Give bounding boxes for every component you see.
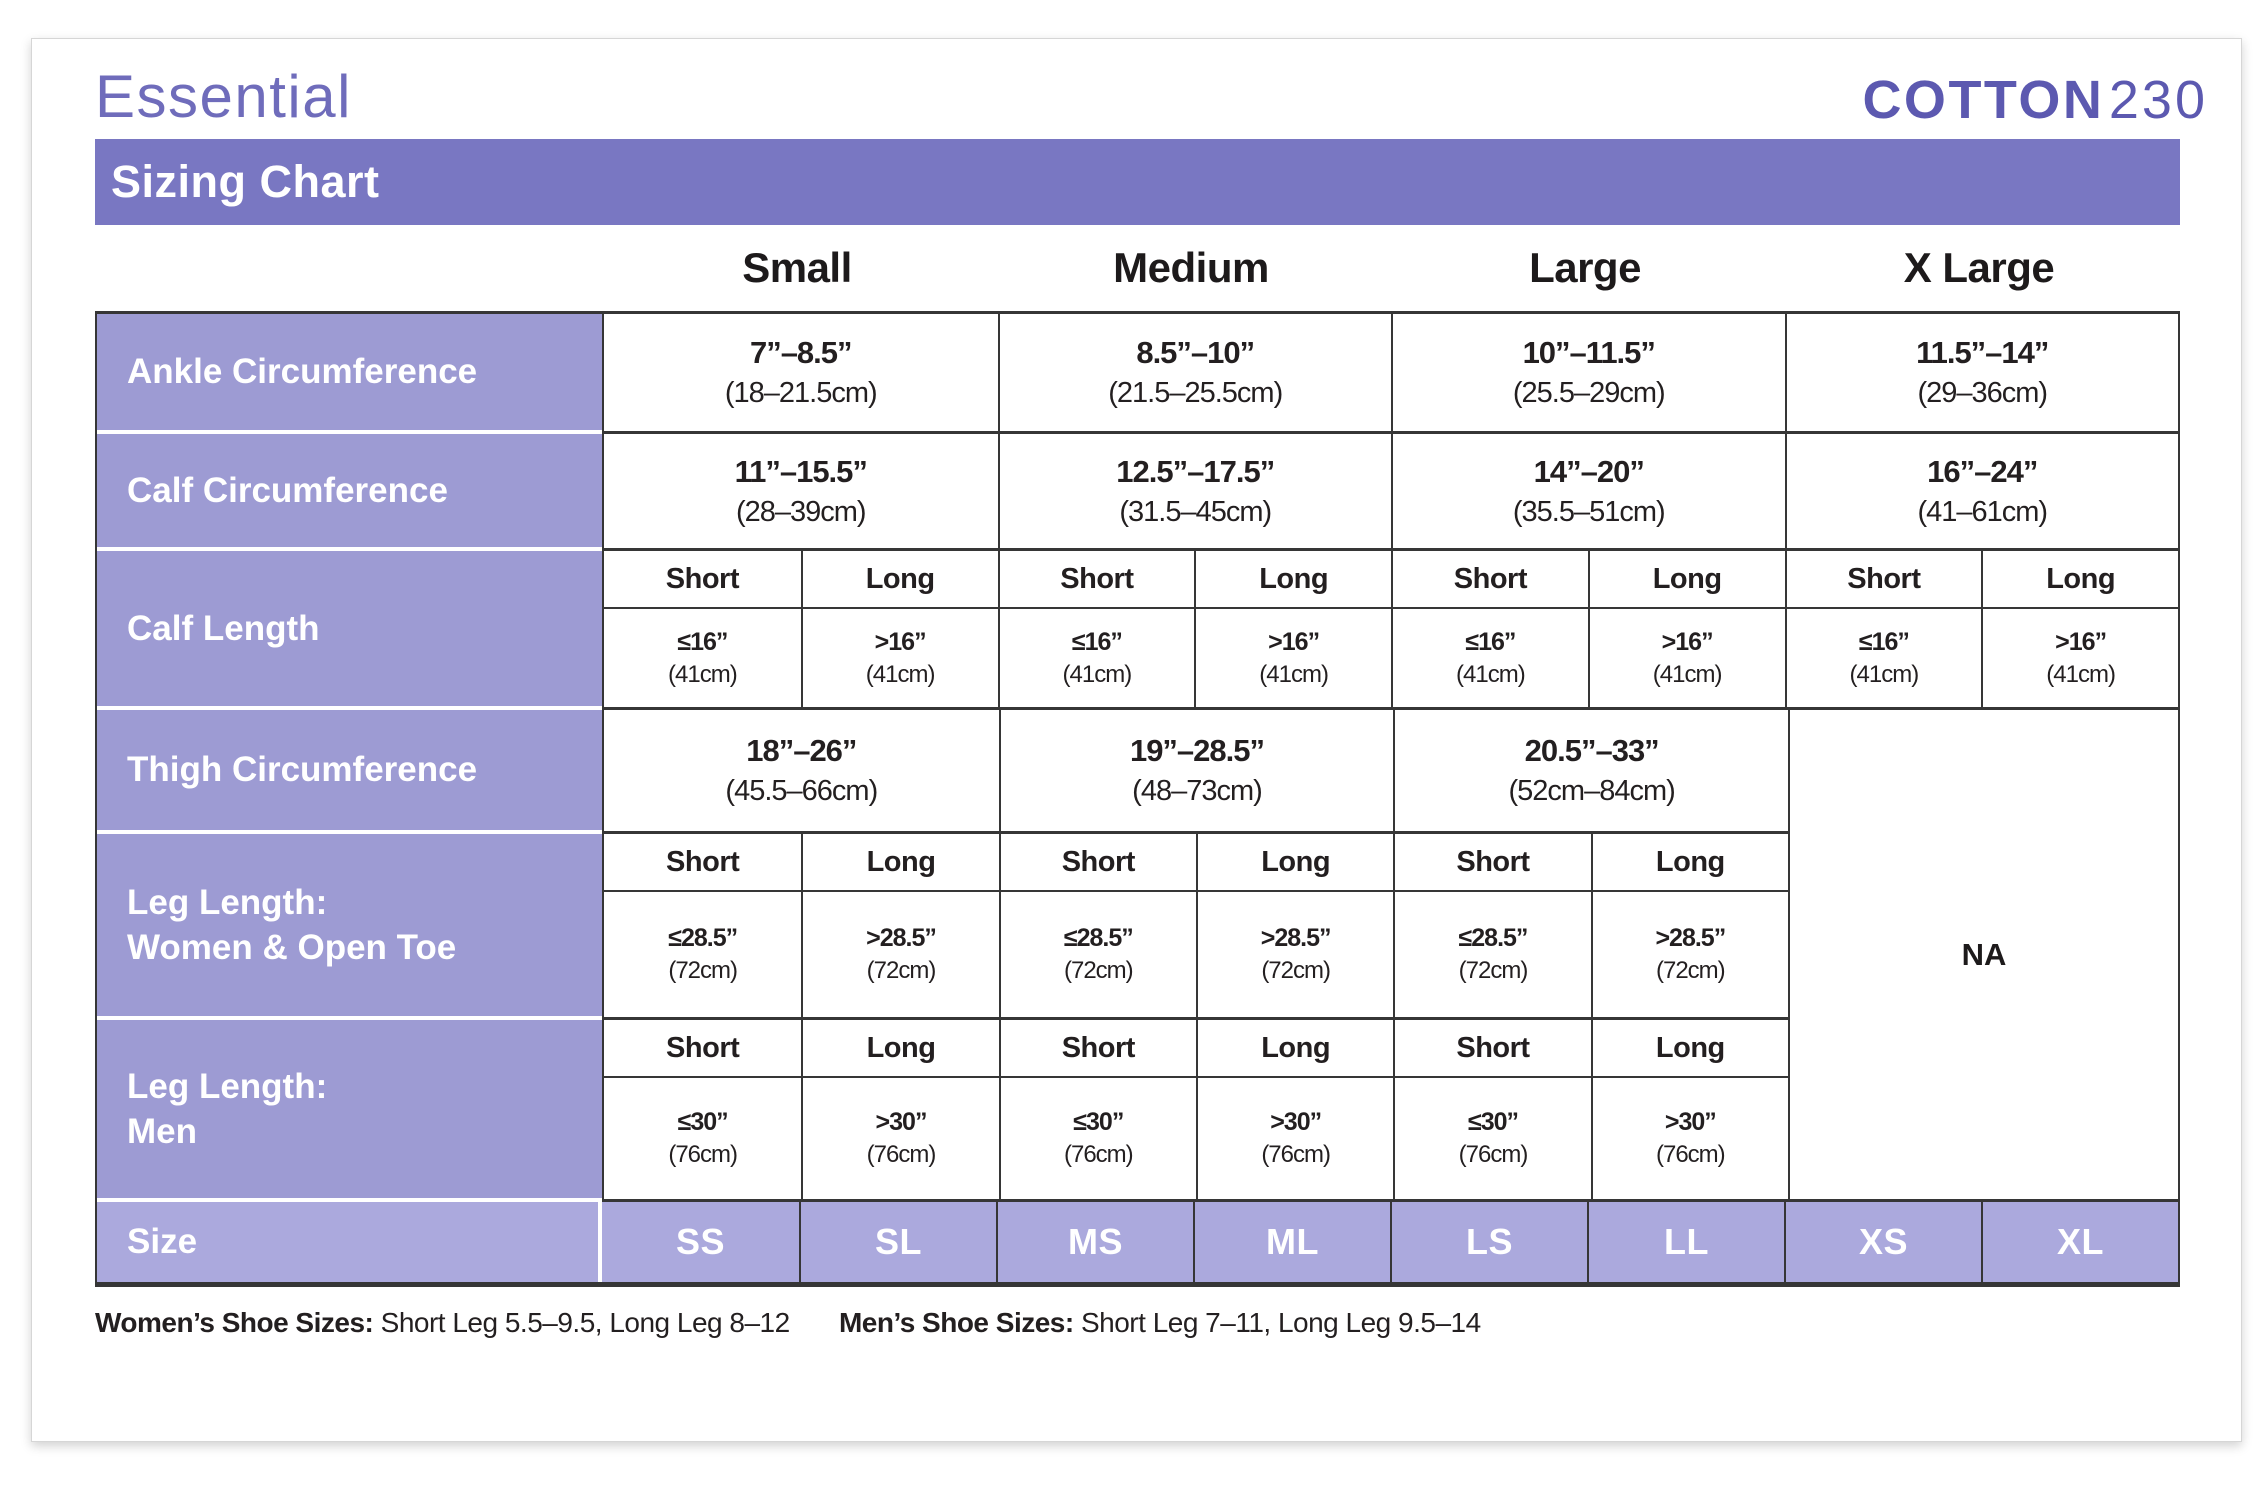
leg-women-short-value: ≤28.5” (72cm) bbox=[668, 924, 738, 984]
subheader-long: Long bbox=[1195, 1020, 1393, 1076]
calf-circ-xlarge-cell: 16”–24” (41–61cm) bbox=[1784, 434, 2179, 548]
xlarge-na-cell: NA bbox=[1788, 710, 2178, 1202]
calf-length-short-value: ≤16” (41cm) bbox=[668, 627, 738, 688]
size-code-ls: LS bbox=[1390, 1202, 1587, 1282]
brand-number: 230 bbox=[2108, 70, 2208, 130]
shoe-sizes-footnote: Women’s Shoe Sizes: Short Leg 5.5–9.5, L… bbox=[95, 1307, 2241, 1339]
calf-length-short-value: ≤16” (41cm) bbox=[1784, 609, 1982, 707]
size-code-ss: SS bbox=[602, 1202, 799, 1282]
table-row-calf-length: Calf Length Short Long Short Long Short … bbox=[97, 551, 2178, 710]
sizing-table: Ankle Circumference 7”–8.5” (18–21.5cm) … bbox=[95, 311, 2180, 1287]
size-code-ms: MS bbox=[996, 1202, 1193, 1282]
subheader-short: Short bbox=[665, 562, 740, 595]
leg-men-short-value: ≤30” (76cm) bbox=[1393, 1078, 1590, 1199]
row-label-leg-length-women: Leg Length: Women & Open Toe bbox=[97, 834, 602, 1016]
ankle-xlarge-cell: 11.5”–14” (29–36cm) bbox=[1784, 314, 2179, 431]
subheader-short: Short bbox=[997, 551, 1195, 607]
leg-women-long-value: >28.5” (72cm) bbox=[1590, 892, 1788, 1017]
subheader-short: Short bbox=[1393, 1020, 1590, 1076]
table-row-ankle: Ankle Circumference 7”–8.5” (18–21.5cm) … bbox=[97, 314, 2178, 434]
subheader-short: Short bbox=[1393, 834, 1590, 890]
size-code-ml: ML bbox=[1193, 1202, 1390, 1282]
row-label-thigh: Thigh Circumference bbox=[97, 710, 602, 830]
table-row-calf-circumference: Calf Circumference 11”–15.5” (28–39cm) 1… bbox=[97, 434, 2178, 551]
table-row-leg-length-women: Leg Length: Women & Open Toe Short Long … bbox=[97, 834, 1788, 1020]
ankle-medium-cell: 8.5”–10” (21.5–25.5cm) bbox=[997, 314, 1392, 431]
section-banner: Sizing Chart bbox=[95, 139, 2180, 225]
row-label-calf-length: Calf Length bbox=[97, 551, 602, 706]
brand-name: COTTON bbox=[1862, 70, 2105, 130]
men-shoe-sizes-value: Short Leg 7–11, Long Leg 9.5–14 bbox=[1080, 1307, 1481, 1338]
table-row-size: Size SS SL MS ML LS LL XS XL bbox=[97, 1202, 2178, 1282]
leg-men-short-value: ≤30” (76cm) bbox=[668, 1108, 738, 1168]
size-code-sl: SL bbox=[799, 1202, 996, 1282]
men-shoe-sizes-label: Men’s Shoe Sizes: bbox=[838, 1307, 1074, 1338]
row-label-calf-circumference: Calf Circumference bbox=[97, 434, 602, 547]
subheader-short: Short bbox=[1391, 551, 1588, 607]
subheader-long: Long bbox=[1195, 834, 1393, 890]
lower-section: Thigh Circumference 18”–26” (45.5–66cm) … bbox=[97, 710, 2178, 1202]
column-header-medium: Medium bbox=[1113, 244, 1269, 291]
column-headers: Small Medium Large X Large bbox=[95, 225, 2180, 311]
calf-length-long-value: >16” (41cm) bbox=[800, 609, 998, 707]
subheader-short: Short bbox=[666, 1031, 740, 1064]
subheader-long: Long bbox=[1981, 551, 2178, 607]
size-code-xs: XS bbox=[1784, 1202, 1981, 1282]
calf-circ-large-cell: 14”–20” (35.5–51cm) bbox=[1391, 434, 1785, 548]
subheader-long: Long bbox=[1590, 834, 1788, 890]
row-label-size: Size bbox=[97, 1202, 598, 1282]
column-header-small: Small bbox=[742, 244, 852, 291]
size-code-xl: XL bbox=[1981, 1202, 2178, 1282]
leg-men-short-value: ≤30” (76cm) bbox=[998, 1078, 1196, 1199]
document-page: Essential COTTON 230 Sizing Chart Small … bbox=[31, 38, 2242, 1442]
calf-circ-medium-cell: 12.5”–17.5” (31.5–45cm) bbox=[997, 434, 1392, 548]
column-header-large: Large bbox=[1529, 244, 1641, 291]
calf-length-long-value: >16” (41cm) bbox=[1981, 609, 2178, 707]
calf-length-short-value: ≤16” (41cm) bbox=[997, 609, 1195, 707]
top-bar: Essential COTTON 230 bbox=[95, 45, 2208, 130]
subheader-long: Long bbox=[1194, 551, 1391, 607]
leg-men-long-value: >30” (76cm) bbox=[801, 1078, 998, 1199]
row-label-ankle: Ankle Circumference bbox=[97, 314, 602, 430]
leg-women-long-value: >28.5” (72cm) bbox=[1195, 892, 1393, 1017]
ankle-large-cell: 10”–11.5” (25.5–29cm) bbox=[1391, 314, 1785, 431]
subheader-long: Long bbox=[801, 834, 998, 890]
leg-women-long-value: >28.5” (72cm) bbox=[801, 892, 998, 1017]
subheader-short: Short bbox=[666, 845, 740, 878]
subheader-short: Short bbox=[998, 1020, 1196, 1076]
women-shoe-sizes-label: Women’s Shoe Sizes: bbox=[95, 1307, 374, 1338]
thigh-medium-cell: 19”–28.5” (48–73cm) bbox=[998, 710, 1394, 831]
brand-logo: COTTON 230 bbox=[1862, 73, 2208, 127]
thigh-large-cell: 20.5”–33” (52cm–84cm) bbox=[1393, 710, 1788, 831]
leg-men-long-value: >30” (76cm) bbox=[1195, 1078, 1393, 1199]
subheader-long: Long bbox=[801, 1020, 998, 1076]
calf-length-short-value: ≤16” (41cm) bbox=[1391, 609, 1588, 707]
ankle-small-cell: 7”–8.5” (18–21.5cm) bbox=[724, 335, 878, 409]
calf-circ-small-cell: 11”–15.5” (28–39cm) bbox=[734, 453, 868, 528]
thigh-small-cell: 18”–26” (45.5–66cm) bbox=[725, 733, 878, 807]
table-row-thigh: Thigh Circumference 18”–26” (45.5–66cm) … bbox=[97, 710, 1788, 834]
row-label-leg-length-men: Leg Length: Men bbox=[97, 1020, 602, 1198]
subheader-short: Short bbox=[1784, 551, 1982, 607]
leg-women-short-value: ≤28.5” (72cm) bbox=[998, 892, 1196, 1017]
product-line-title: Essential bbox=[95, 63, 352, 130]
size-code-ll: LL bbox=[1587, 1202, 1784, 1282]
banner-title: Sizing Chart bbox=[111, 156, 380, 207]
subheader-long: Long bbox=[1590, 1020, 1788, 1076]
subheader-long: Long bbox=[1587, 551, 1785, 607]
leg-women-short-value: ≤28.5” (72cm) bbox=[1393, 892, 1590, 1017]
table-row-leg-length-men: Leg Length: Men Short Long Short Long Sh… bbox=[97, 1020, 1788, 1202]
calf-length-long-value: >16” (41cm) bbox=[1587, 609, 1785, 707]
women-shoe-sizes-value: Short Leg 5.5–9.5, Long Leg 8–12 bbox=[380, 1307, 791, 1338]
subheader-long: Long bbox=[800, 551, 998, 607]
leg-men-long-value: >30” (76cm) bbox=[1590, 1078, 1788, 1199]
subheader-short: Short bbox=[998, 834, 1196, 890]
calf-length-long-value: >16” (41cm) bbox=[1194, 609, 1391, 707]
column-header-xlarge: X Large bbox=[1903, 244, 2055, 291]
